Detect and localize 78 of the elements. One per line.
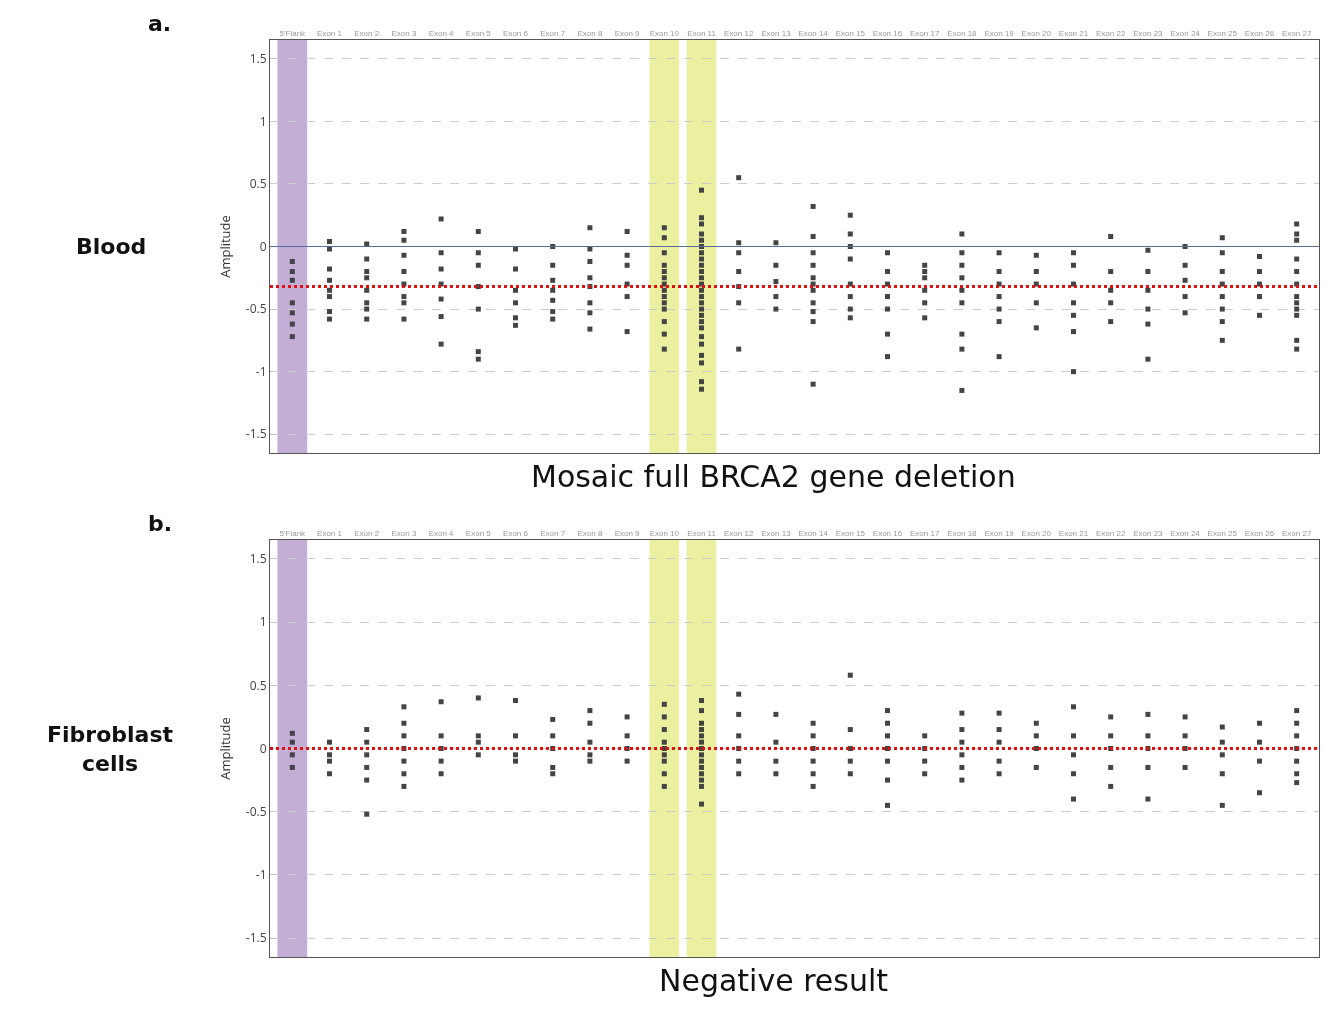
y-tick-label: -1 <box>255 866 267 884</box>
y-tick-label: -0.5 <box>245 802 267 820</box>
y-tick-label: 0.5 <box>249 175 267 193</box>
text: b. <box>148 511 173 536</box>
x-tick-label: Exon 4 <box>428 528 455 538</box>
text: Blood <box>76 234 147 259</box>
y-tick-label: -1.5 <box>245 425 267 443</box>
x-tick-label: Exon 18 <box>947 28 978 38</box>
x-tick-label: Exon 6 <box>503 28 529 38</box>
x-tick-label: Exon 21 <box>1058 528 1089 538</box>
x-tick-label: Exon 11 <box>687 528 717 538</box>
x-tick-label: Exon 26 <box>1244 528 1275 538</box>
y-axis-title: Amplitude <box>215 717 234 780</box>
y-tick-label: 1 <box>259 112 267 130</box>
x-tick-label: Exon 24 <box>1170 28 1201 38</box>
x-tick-label: Exon 10 <box>649 28 680 38</box>
x-tick-label: Exon 23 <box>1133 28 1164 38</box>
x-tick-label: Exon 9 <box>614 28 641 38</box>
x-tick-label: Exon 19 <box>984 28 1015 38</box>
x-tick-label: Exon 3 <box>391 528 417 538</box>
x-tick-label: Exon 19 <box>984 528 1015 538</box>
y-tick-label: -0.5 <box>245 300 267 318</box>
x-tick-label: Exon 5 <box>465 528 492 538</box>
x-tick-label: 5'Flank <box>279 28 307 38</box>
x-tick-label: Exon 3 <box>391 28 417 38</box>
x-tick-label: Exon 14 <box>798 528 829 538</box>
x-tick-label: Exon 2 <box>354 28 380 38</box>
y-tick-label: -1.5 <box>245 929 267 947</box>
x-tick-label: Exon 4 <box>428 28 455 38</box>
x-tick-label: Exon 5 <box>465 28 492 38</box>
x-tick-label: Exon 14 <box>798 28 829 38</box>
x-tick-label: Exon 25 <box>1207 28 1238 38</box>
x-tick-label: Exon 23 <box>1133 528 1164 538</box>
x-tick-label: Exon 7 <box>540 28 566 38</box>
text: Negative result <box>659 963 889 998</box>
text: a. <box>148 11 172 36</box>
x-tick-label: Exon 25 <box>1207 528 1238 538</box>
x-tick-label: Exon 15 <box>835 528 866 538</box>
x-tick-label: Exon 20 <box>1021 28 1052 38</box>
x-tick-label: Exon 20 <box>1021 528 1052 538</box>
x-tick-label: Exon 6 <box>503 528 529 538</box>
x-tick-label: Exon 27 <box>1282 28 1312 38</box>
x-tick-label: Exon 17 <box>910 528 940 538</box>
x-tick-label: Exon 7 <box>540 528 566 538</box>
y-tick-label: 0 <box>259 739 267 757</box>
y-axis-title: Amplitude <box>215 215 234 278</box>
x-tick-label: Exon 22 <box>1096 528 1126 538</box>
y-tick-label: 1.5 <box>249 550 267 568</box>
x-tick-label: Exon 16 <box>872 28 903 38</box>
x-tick-label: Exon 8 <box>577 28 603 38</box>
x-tick-label: Exon 1 <box>317 28 343 38</box>
x-tick-label: Exon 10 <box>649 528 680 538</box>
y-tick-label: 0.5 <box>249 676 267 694</box>
x-tick-label: 5'Flank <box>279 528 307 538</box>
x-tick-label: Exon 8 <box>577 528 603 538</box>
y-tick-label: 1 <box>259 613 267 631</box>
y-tick-label: 1.5 <box>249 49 267 67</box>
x-tick-label: Exon 24 <box>1170 528 1201 538</box>
x-tick-label: Exon 1 <box>317 528 343 538</box>
x-tick-label: Exon 13 <box>761 528 792 538</box>
x-tick-label: Exon 17 <box>910 28 940 38</box>
x-tick-label: Exon 13 <box>761 28 792 38</box>
x-tick-label: Exon 16 <box>872 528 903 538</box>
x-tick-label: Exon 22 <box>1096 28 1126 38</box>
x-tick-label: Exon 2 <box>354 528 380 538</box>
x-tick-label: Exon 21 <box>1058 28 1089 38</box>
y-tick-label: -1 <box>255 362 267 380</box>
x-tick-label: Exon 18 <box>947 528 978 538</box>
x-tick-label: Exon 11 <box>687 28 717 38</box>
x-tick-label: Exon 12 <box>724 28 754 38</box>
text: Fibroblast cells <box>47 722 174 776</box>
x-tick-label: Exon 27 <box>1282 528 1312 538</box>
x-tick-label: Exon 9 <box>614 528 641 538</box>
y-tick-label: 0 <box>259 237 267 255</box>
x-tick-label: Exon 15 <box>835 28 866 38</box>
x-tick-label: Exon 12 <box>724 528 754 538</box>
x-tick-label: Exon 26 <box>1244 28 1275 38</box>
text: Mosaic full BRCA2 gene deletion <box>531 459 1016 494</box>
